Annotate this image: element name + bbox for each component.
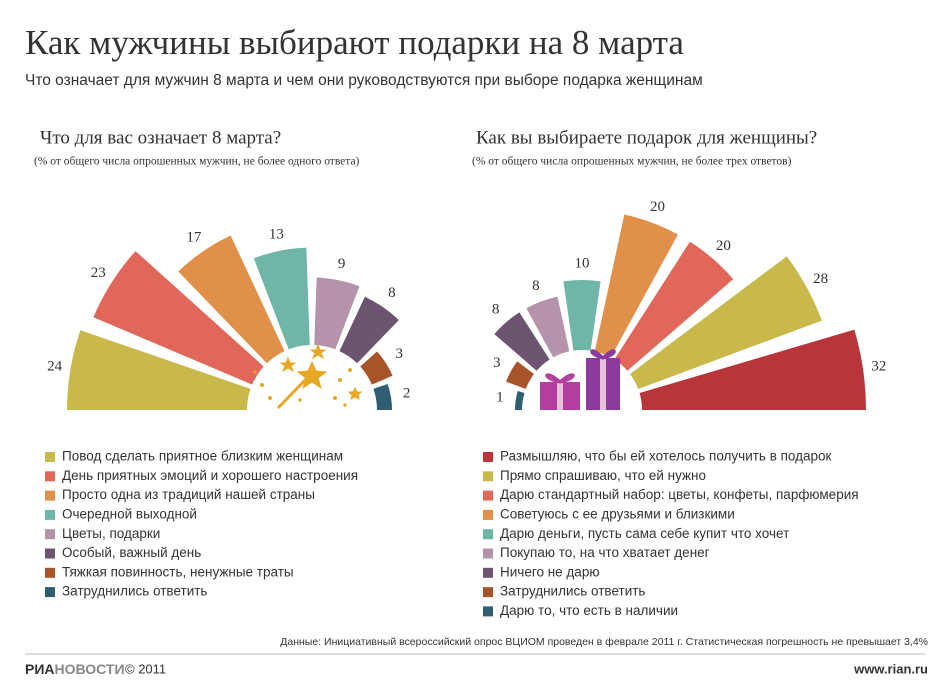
legend-swatch	[483, 529, 493, 540]
value-label: 9	[338, 256, 346, 272]
chart-subtitle: (% от общего числа опрошенных мужчин, не…	[472, 156, 792, 168]
value-label: 8	[492, 302, 500, 318]
legend-swatch	[483, 509, 493, 520]
subtitle: Что означает для мужчин 8 марта и чем он…	[25, 72, 703, 89]
wedge	[526, 296, 570, 358]
value-label: 20	[716, 238, 731, 254]
copyright: © 2011	[125, 661, 166, 676]
value-label: 32	[871, 359, 886, 375]
legend-label: Размышляю, что бы ей хотелось получить в…	[500, 449, 832, 464]
value-label: 20	[650, 199, 665, 215]
wedge	[373, 383, 392, 410]
wedge	[563, 280, 601, 351]
wedge	[93, 251, 264, 385]
legend-label: Дарю деньги, пусть сама себе купит что х…	[500, 526, 789, 541]
value-label: 13	[269, 227, 284, 243]
wedge	[515, 391, 525, 410]
source: Данные: Инициативный всероссийский опрос…	[280, 636, 928, 648]
legend-swatch	[483, 587, 493, 598]
logo-b: НОВОСТИ	[55, 661, 125, 677]
legend-swatch	[483, 548, 493, 559]
legend-swatch	[45, 452, 55, 462]
chart-subtitle: (% от общего числа опрошенных мужчин, не…	[34, 156, 360, 168]
legend-label: Советуюсь с ее друзьями и близкими	[500, 506, 735, 521]
value-label: 23	[91, 265, 106, 281]
wedge	[594, 214, 678, 358]
logo: РИАНОВОСТИ	[25, 661, 125, 677]
legend-label: Очередной выходной	[62, 506, 197, 521]
url: www.rian.ru	[853, 661, 928, 676]
legend-swatch	[483, 471, 493, 482]
legend-swatch	[45, 509, 55, 520]
legend-label: Прямо спрашиваю, что ей нужно	[500, 468, 706, 483]
legend-swatch	[45, 587, 55, 598]
legend-label: Затруднились ответить	[62, 584, 207, 599]
wedge	[494, 312, 550, 371]
legend-swatch	[483, 452, 493, 462]
chart-title: Как вы выбираете подарок для женщины?	[476, 127, 817, 148]
wedge	[614, 241, 734, 371]
legend-label: Просто одна из традиций нашей страны	[62, 487, 315, 502]
wedge	[178, 235, 285, 364]
legend-label: Покупаю то, на что хватает денег	[500, 545, 710, 560]
wedge	[506, 361, 535, 390]
legend-label: Ничего не дарю	[500, 564, 599, 579]
wedge	[639, 329, 866, 410]
wand-icon	[253, 343, 363, 410]
legend-label: Тяжкая повинность, ненужные траты	[62, 564, 294, 579]
legend-swatch	[483, 567, 493, 578]
value-label: 8	[532, 278, 540, 294]
legend-swatch	[45, 548, 55, 559]
logo-a: РИА	[25, 661, 55, 677]
legend-label: Дарю стандартный набор: цветы, конфеты, …	[500, 487, 859, 502]
legend-swatch	[45, 567, 55, 578]
value-label: 1	[496, 390, 504, 406]
wedge	[67, 330, 251, 410]
wedge	[314, 277, 360, 350]
value-label: 3	[396, 346, 404, 362]
legend-swatch	[45, 529, 55, 540]
chart-title: Что для вас означает 8 марта?	[40, 127, 281, 148]
value-label: 8	[388, 285, 396, 301]
wedge	[253, 247, 310, 350]
legend-label: День приятных эмоций и хорошего настроен…	[62, 468, 358, 483]
value-label: 24	[47, 358, 63, 374]
title: Как мужчины выбирают подарки на 8 марта	[25, 23, 684, 62]
legend-swatch	[483, 490, 493, 501]
wedge	[629, 256, 822, 390]
gift-icon	[540, 349, 620, 410]
legend-swatch	[45, 471, 55, 482]
value-label: 28	[813, 271, 828, 287]
legend-label: Повод сделать приятное близким женщинам	[62, 449, 343, 464]
legend-label: Дарю то, что есть в наличии	[500, 603, 678, 618]
legend-label: Особый, важный день	[62, 545, 201, 560]
legend-label: Цветы, подарки	[62, 526, 160, 541]
value-label: 2	[403, 386, 411, 402]
wedge	[360, 351, 393, 385]
wedge	[339, 296, 399, 364]
value-label: 3	[493, 355, 501, 371]
legend-swatch	[45, 490, 55, 501]
legend-swatch	[483, 606, 493, 617]
value-label: 10	[575, 255, 590, 271]
value-label: 17	[186, 230, 202, 246]
legend-label: Затруднились ответить	[500, 584, 645, 599]
